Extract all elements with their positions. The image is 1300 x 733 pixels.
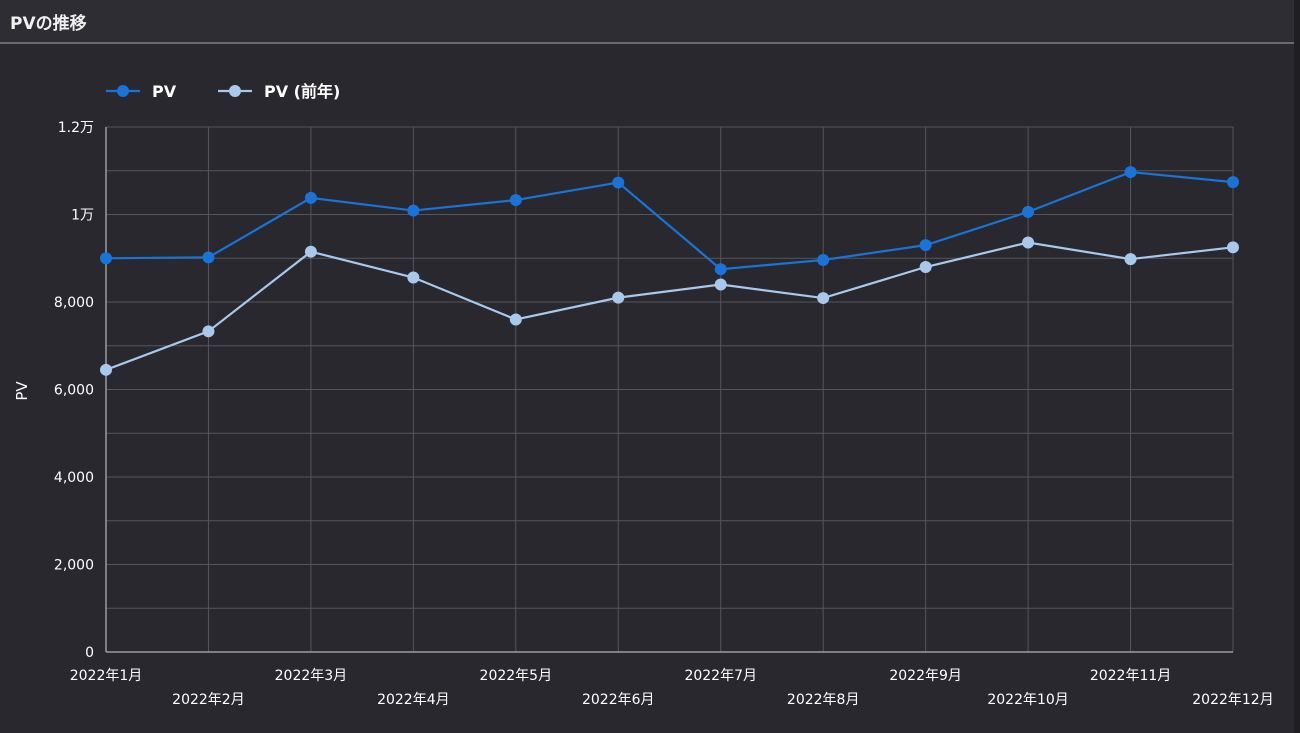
y-tick-label: 1万 xyxy=(71,208,94,224)
data-point xyxy=(304,245,317,258)
legend-label: PV xyxy=(152,82,177,101)
x-tick-label: 2022年11月 xyxy=(1090,668,1171,684)
data-point xyxy=(1227,176,1239,189)
x-tick-label: 2022年4月 xyxy=(377,692,450,708)
x-tick-label: 2022年9月 xyxy=(889,668,962,684)
legend-label: PV (前年) xyxy=(264,82,340,101)
series-line xyxy=(105,170,1234,271)
y-tick-label: 4,000 xyxy=(54,470,94,486)
axes: 0 2,000 4,000 6,000 8,000 1万 1.2万 2022年1月 2022年2… xyxy=(54,120,1274,708)
x-tick-label: 2022年6月 xyxy=(582,692,655,708)
data-point xyxy=(714,263,727,276)
data-point xyxy=(1227,241,1239,254)
data-point xyxy=(1124,166,1137,179)
data-point xyxy=(202,325,215,338)
y-axis-label: PV xyxy=(13,381,31,401)
y-tick-label: 1.2万 xyxy=(58,120,94,136)
panel-title: PVの推移 xyxy=(10,14,87,34)
y-tick-label: 8,000 xyxy=(54,295,94,311)
x-tick-label: 2022年8月 xyxy=(787,692,860,708)
data-point xyxy=(612,291,625,304)
x-tick-label: 2022年1月 xyxy=(70,668,143,684)
x-tick-label: 2022年5月 xyxy=(480,668,553,684)
data-point xyxy=(304,191,317,204)
panel-header: PVの推移 xyxy=(0,0,1294,44)
data-point xyxy=(1124,253,1137,266)
x-tick-label: 2022年2月 xyxy=(172,692,245,708)
data-point xyxy=(407,271,420,284)
data-point xyxy=(202,251,215,264)
data-point xyxy=(509,313,522,326)
legend-marker xyxy=(229,85,241,97)
x-tick-label: 2022年3月 xyxy=(275,668,348,684)
panel-edge xyxy=(1294,0,1300,733)
data-point xyxy=(714,278,727,291)
data-point xyxy=(509,194,522,207)
x-tick-label: 2022年12月 xyxy=(1192,692,1273,708)
y-tick-label: 0 xyxy=(85,645,94,661)
data-point xyxy=(817,254,830,266)
line-chart: PV PV (前年) 0 2,000 4,000 6,000 8,000 1万 1.2万 202… xyxy=(13,82,1274,708)
x-tick-label: 2022年7月 xyxy=(684,668,757,684)
series-layer xyxy=(100,166,1239,376)
y-tick-label: 2,000 xyxy=(54,558,94,574)
data-point xyxy=(407,204,420,217)
data-point xyxy=(1022,236,1035,249)
series-line xyxy=(105,241,1234,371)
legend: PV PV (前年) xyxy=(106,82,340,101)
x-tick-label: 2022年10月 xyxy=(987,692,1068,708)
legend-marker xyxy=(117,85,129,97)
data-point xyxy=(919,239,932,252)
data-point xyxy=(817,292,830,305)
data-point xyxy=(100,252,112,265)
grid xyxy=(105,126,1234,653)
data-point xyxy=(100,363,112,376)
data-point xyxy=(612,176,625,189)
data-point xyxy=(919,261,932,273)
data-point xyxy=(1022,205,1035,218)
y-tick-label: 6,000 xyxy=(54,383,94,399)
